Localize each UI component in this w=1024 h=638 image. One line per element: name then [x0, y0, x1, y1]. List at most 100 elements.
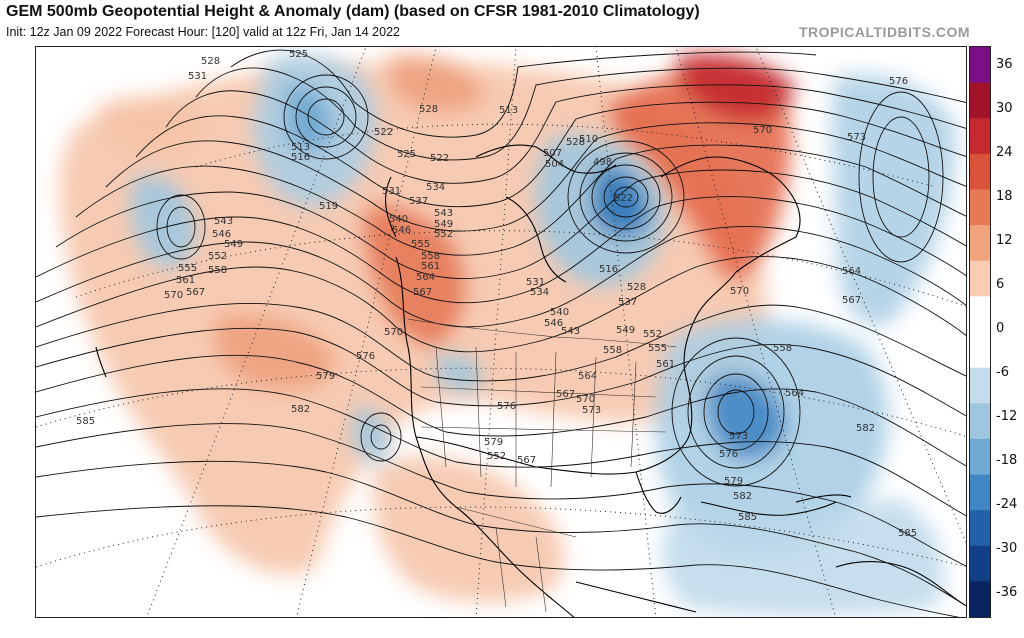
colorbar-tick: -36 — [996, 585, 1018, 600]
contour-label: 555 — [178, 263, 197, 274]
contour-label: 555 — [648, 343, 667, 354]
contour-label: 555 — [411, 239, 430, 250]
contour-label: 513 — [499, 105, 518, 116]
coastlines — [95, 144, 966, 617]
colorbar-segment — [970, 367, 990, 404]
contour-label: 564 — [416, 272, 435, 283]
contour-label: 561 — [421, 261, 440, 272]
contour-label: 522 — [430, 153, 449, 164]
contour-label: 498 — [593, 157, 612, 168]
contour-label: 573 — [729, 431, 748, 442]
contour-label: 516 — [291, 152, 310, 163]
contour-label: 567 — [186, 287, 205, 298]
contour-label: 534 — [426, 182, 445, 193]
contour-label: 585 — [76, 416, 95, 427]
contour-label: 564 — [842, 266, 861, 277]
political-borders — [407, 318, 677, 613]
contour-label: 570 — [753, 125, 772, 136]
contour-label: 582 — [856, 423, 875, 434]
contour-label: 528 — [566, 137, 585, 148]
colorbar-segment — [970, 118, 990, 155]
colorbar-segment — [970, 581, 990, 617]
contour-label: 540 — [550, 307, 569, 318]
colorbar-segment — [970, 545, 990, 582]
contour-label: 570 — [164, 290, 183, 301]
colorbar-tick: 12 — [996, 233, 1013, 248]
contour-label: 543 — [214, 216, 233, 227]
colorbar-tick: 6 — [996, 277, 1005, 292]
colorbar-tick: -30 — [996, 541, 1018, 556]
colorbar-segment — [970, 296, 990, 333]
contour-label: 528 — [201, 56, 220, 67]
contour-label: 549 — [434, 219, 453, 230]
contour-label: 558 — [603, 345, 622, 356]
contour-label: 573 — [847, 132, 866, 143]
contour-label: 525 — [397, 149, 416, 160]
contour-label: 576 — [497, 401, 516, 412]
colorbar-tick: 0 — [996, 321, 1005, 336]
contour-label: 531 — [526, 277, 545, 288]
colorbar-segment — [970, 510, 990, 547]
contour-label: 576 — [889, 76, 908, 87]
anomaly-colorbar — [969, 46, 991, 618]
colorbar-gradient — [970, 47, 990, 617]
contour-label: 579 — [484, 437, 503, 448]
contour-label: 528 — [627, 282, 646, 293]
contour-label: 582 — [733, 491, 752, 502]
page-title: GEM 500mb Geopotential Height & Anomaly … — [6, 3, 700, 20]
contour-label: 537 — [618, 297, 637, 308]
colorbar-segment — [970, 260, 990, 297]
contour-label: 513 — [291, 142, 310, 153]
colorbar-segment — [970, 189, 990, 226]
contour-label: 585 — [738, 512, 757, 523]
contour-label: 549 — [616, 325, 635, 336]
contour-label: 531 — [382, 186, 401, 197]
colorbar-segment — [970, 332, 990, 369]
colorbar-tick: -12 — [996, 409, 1018, 424]
contour-label: 552 — [487, 451, 506, 462]
contour-label: 525 — [289, 49, 308, 60]
contour-label: 570 — [576, 394, 595, 405]
contour-label: 522 — [374, 127, 393, 138]
colorbar-tick: -24 — [996, 497, 1018, 512]
colorbar-segment — [970, 474, 990, 511]
contour-label: 573 — [582, 405, 601, 416]
contour-label: 537 — [409, 196, 428, 207]
contour-label: 564 — [578, 371, 597, 382]
contour-label: 582 — [291, 404, 310, 415]
colorbar-segment — [970, 82, 990, 119]
colorbar-tick: 36 — [996, 57, 1013, 72]
colorbar-tick: 18 — [996, 189, 1013, 204]
contour-label: 528 — [419, 104, 438, 115]
contour-label: 558 — [208, 265, 227, 276]
colorbar-tick: 30 — [996, 101, 1013, 116]
contour-label: 546 — [544, 318, 563, 329]
height-contours — [36, 49, 966, 617]
contour-label: 510 — [579, 134, 598, 145]
contour-label: 567 — [517, 455, 536, 466]
contour-label: 531 — [188, 71, 207, 82]
contour-label: 519 — [319, 201, 338, 212]
contour-label: 576 — [719, 449, 738, 460]
contour-label: 507 — [543, 148, 562, 159]
watermark: TROPICALTIDBITS.COM — [798, 24, 970, 40]
contour-label: 567 — [413, 287, 432, 298]
contour-label: 522 — [614, 193, 633, 204]
lat-lon-grid — [36, 47, 966, 617]
colorbar-segment — [970, 403, 990, 440]
colorbar-segment — [970, 153, 990, 191]
contour-label: 546 — [212, 229, 231, 240]
colorbar-segment — [970, 47, 990, 84]
forecast-subtitle: Init: 12z Jan 09 2022 Forecast Hour: [12… — [6, 25, 400, 39]
contour-label: 552 — [643, 329, 662, 340]
colorbar-segment — [970, 225, 990, 262]
contour-label: 579 — [724, 476, 743, 487]
contour-label: 576 — [356, 351, 375, 362]
contour-label: 570 — [730, 286, 749, 297]
contour-label: 570 — [384, 327, 403, 338]
contour-label: 516 — [599, 264, 618, 275]
colorbar-tick: -18 — [996, 453, 1018, 468]
map-svg: 528 525 531 513 516 519 522 525 522 528 … — [36, 47, 966, 617]
contour-label: 534 — [530, 287, 549, 298]
colorbar-tick: 24 — [996, 145, 1013, 160]
